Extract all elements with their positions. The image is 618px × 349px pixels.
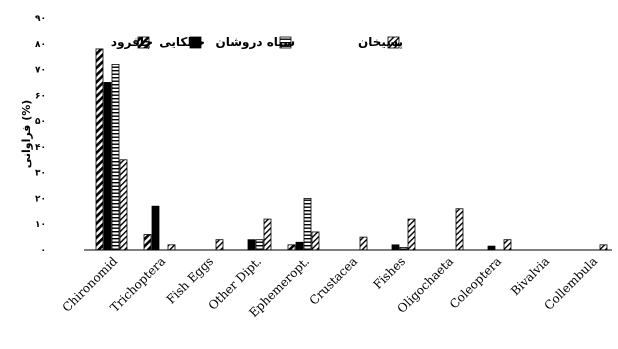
legend: چافرود خالکایی سیاه دروشان پسیخان [111,35,403,50]
bar [103,82,112,251]
bar [119,159,128,251]
y-tick-label: ۱۰ [35,220,46,230]
bar [247,239,256,251]
legend-swatch [279,36,292,49]
y-axis-label: فراوانی (%) [20,100,33,169]
bar [263,218,272,251]
bar [407,218,416,251]
y-tick-label: ۲۰ [35,194,46,204]
x-tick-label: Crustacea [307,254,361,308]
legend-label: پسیخان [358,35,403,49]
x-tick-label: Fish Eggs [164,254,216,306]
bar [359,236,368,251]
legend-swatch [189,36,202,49]
x-tick-label: Bivalvia [508,254,552,298]
x-tick-label: Fishes [370,254,408,292]
y-tick-label: ۴۰ [35,143,46,153]
y-tick-label: ۵۰ [35,117,46,127]
y-tick-label: ۹۰ [35,14,46,24]
y-tick-label: ۸۰ [35,40,46,50]
legend-label: سیاه دروشان [215,35,295,50]
legend-label: چافرود [111,35,153,50]
legend-swatch [137,36,150,49]
bar [95,48,104,251]
bar [599,244,608,251]
bar [503,239,512,251]
y-tick-label: ۷۰ [35,66,46,76]
bar [391,244,400,251]
bar [303,198,312,251]
bar [167,244,176,251]
x-tick-label: Coleoptera [447,254,504,311]
bar [143,234,152,251]
legend-swatch [387,36,400,49]
bar [311,231,320,251]
bar [487,245,496,251]
bar [255,239,264,251]
y-tick-label: ۶۰ [35,91,46,101]
bar [111,64,120,251]
y-axis-ticks: ۰ ۱۰ ۲۰ ۳۰ ۴۰ ۵۰ ۶۰ ۷۰ ۸۰ ۹۰ [35,14,46,256]
y-tick-label: ۳۰ [35,169,46,179]
bar [151,205,160,251]
bar [215,239,224,251]
legend-label: خالکایی [159,35,205,49]
bar [287,244,296,251]
bar [295,241,304,251]
y-tick-label: ۰ [41,246,47,256]
bar [455,208,464,251]
bars [95,48,608,251]
